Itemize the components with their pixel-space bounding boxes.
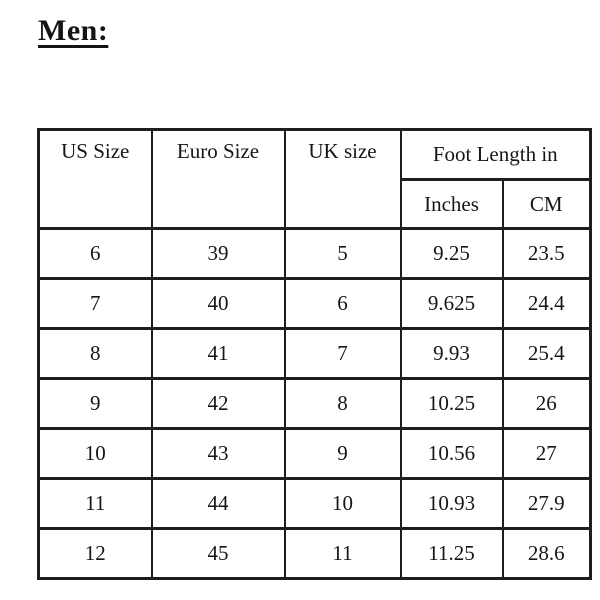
table-cell: 41: [150, 327, 286, 380]
table-cell: 24.4: [501, 277, 592, 330]
table-cell: 43: [150, 427, 286, 480]
table-cell: 39: [150, 227, 286, 280]
column-header-euro-size: Euro Size: [150, 128, 286, 230]
table-cell: 9.625: [399, 277, 504, 330]
table-cell: 26: [501, 377, 592, 430]
table-cell: 10.56: [399, 427, 504, 480]
table-row: 8 41 7 9.93 25.4: [37, 327, 592, 380]
table-cell: 27.9: [501, 477, 592, 530]
table-cell: 11: [283, 527, 402, 580]
table-cell: 10: [37, 427, 153, 480]
table-cell: 7: [37, 277, 153, 330]
column-header-inches: Inches: [399, 178, 504, 230]
column-header-uk-size: UK size: [283, 128, 402, 230]
table-cell: 11: [37, 477, 153, 530]
column-header-cm: CM: [501, 178, 592, 230]
header-row-top: US Size Euro Size UK size Foot Length in: [37, 128, 592, 230]
table-cell: 10: [283, 477, 402, 530]
table-cell: 9.93: [399, 327, 504, 380]
table-cell: 10.25: [399, 377, 504, 430]
table-row: 11 44 10 10.93 27.9: [37, 477, 592, 530]
table-cell: 42: [150, 377, 286, 430]
table-cell: 8: [37, 327, 153, 380]
table-header: US Size Euro Size UK size Foot Length in…: [37, 128, 592, 230]
table-cell: 25.4: [501, 327, 592, 380]
table-cell: 27: [501, 427, 592, 480]
column-header-foot-length: Foot Length in: [399, 128, 592, 181]
table-cell: 5: [283, 227, 402, 280]
table-cell: 6: [37, 227, 153, 280]
table-cell: 23.5: [501, 227, 592, 280]
table-row: 12 45 11 11.25 28.6: [37, 527, 592, 580]
table-cell: 28.6: [501, 527, 592, 580]
table-row: 7 40 6 9.625 24.4: [37, 277, 592, 330]
table-cell: 6: [283, 277, 402, 330]
table-cell: 45: [150, 527, 286, 580]
mens-shoe-size-table: US Size Euro Size UK size Foot Length in…: [37, 128, 592, 580]
table-cell: 40: [150, 277, 286, 330]
column-header-us-size: US Size: [37, 128, 153, 230]
table-body: 6 39 5 9.25 23.5 7 40 6 9.625 24.4 8 41 7 9.93 25.4 9 42…: [37, 227, 592, 580]
table-cell: 9: [37, 377, 153, 430]
page-title: Men:: [38, 14, 109, 47]
table-cell: 8: [283, 377, 402, 430]
table-row: 10 43 9 10.56 27: [37, 427, 592, 480]
table-cell: 44: [150, 477, 286, 530]
table-cell: 7: [283, 327, 402, 380]
table-cell: 9.25: [399, 227, 504, 280]
table-row: 6 39 5 9.25 23.5: [37, 227, 592, 280]
table-cell: 9: [283, 427, 402, 480]
table-cell: 10.93: [399, 477, 504, 530]
table-row: 9 42 8 10.25 26: [37, 377, 592, 430]
table-cell: 12: [37, 527, 153, 580]
table-cell: 11.25: [399, 527, 504, 580]
header-row-sub: Inches CM: [39, 178, 592, 230]
